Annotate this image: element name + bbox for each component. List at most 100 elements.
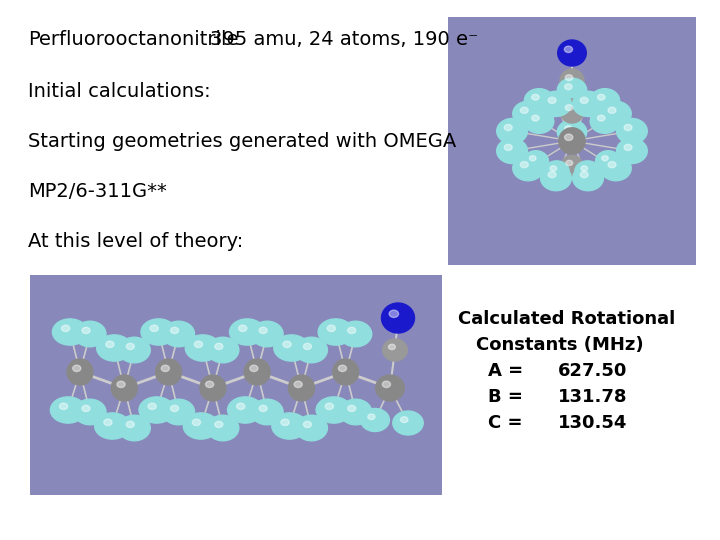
Ellipse shape [564,134,573,140]
Ellipse shape [400,417,408,423]
Ellipse shape [565,105,573,111]
Ellipse shape [141,319,176,345]
Ellipse shape [244,359,270,385]
Ellipse shape [559,128,585,154]
Ellipse shape [112,375,138,401]
Ellipse shape [150,325,158,332]
Ellipse shape [497,118,528,144]
Ellipse shape [558,40,586,66]
Text: Initial calculations:: Initial calculations: [28,82,211,101]
Ellipse shape [602,156,608,161]
Ellipse shape [580,97,588,104]
Ellipse shape [238,325,247,332]
Ellipse shape [95,413,130,439]
Ellipse shape [376,375,405,401]
Ellipse shape [560,69,584,93]
Ellipse shape [184,413,218,439]
Ellipse shape [171,406,179,411]
Ellipse shape [523,151,549,172]
Ellipse shape [303,343,312,349]
Ellipse shape [185,335,220,361]
Ellipse shape [557,120,587,144]
Ellipse shape [53,319,88,345]
Ellipse shape [382,381,390,388]
Ellipse shape [50,397,86,423]
Ellipse shape [96,335,132,361]
Ellipse shape [600,101,631,126]
Ellipse shape [163,399,194,425]
Ellipse shape [598,94,605,100]
Ellipse shape [215,343,223,349]
Ellipse shape [281,419,289,426]
Ellipse shape [274,335,309,361]
Ellipse shape [74,399,106,425]
Ellipse shape [368,414,375,420]
Ellipse shape [531,115,539,121]
Ellipse shape [575,161,600,182]
Ellipse shape [608,107,616,113]
Ellipse shape [550,166,557,171]
Ellipse shape [580,172,588,178]
Ellipse shape [60,403,68,409]
Ellipse shape [504,144,512,151]
Ellipse shape [318,319,354,345]
Ellipse shape [564,84,572,90]
Ellipse shape [272,413,307,439]
Ellipse shape [106,341,114,348]
Ellipse shape [327,325,336,332]
Ellipse shape [600,156,631,181]
Ellipse shape [524,89,554,112]
Ellipse shape [139,397,174,423]
Text: At this level of theory:: At this level of theory: [28,232,243,251]
Ellipse shape [382,339,408,361]
Ellipse shape [340,399,372,425]
Ellipse shape [513,156,544,181]
Ellipse shape [598,115,605,121]
Ellipse shape [228,397,263,423]
Ellipse shape [316,397,351,423]
Ellipse shape [531,94,539,100]
Text: C =: C = [488,414,523,432]
Ellipse shape [564,126,572,131]
Ellipse shape [565,75,573,80]
Ellipse shape [289,375,315,401]
Ellipse shape [73,365,81,372]
Ellipse shape [560,99,584,123]
Text: Calculated Rotational: Calculated Rotational [458,310,675,328]
Ellipse shape [348,327,356,334]
Ellipse shape [595,151,621,172]
Ellipse shape [156,359,181,385]
Ellipse shape [148,403,156,409]
Ellipse shape [572,91,603,117]
Ellipse shape [126,343,135,349]
Ellipse shape [161,365,169,372]
Ellipse shape [561,155,582,177]
Ellipse shape [259,406,267,411]
Ellipse shape [283,341,291,348]
Ellipse shape [497,138,528,164]
Text: Starting geometries generated with OMEGA: Starting geometries generated with OMEGA [28,132,456,151]
Ellipse shape [333,359,359,385]
Ellipse shape [325,403,333,409]
Ellipse shape [295,415,328,441]
Text: Perfluorooctanonitrile: Perfluorooctanonitrile [28,30,238,49]
Ellipse shape [389,310,399,318]
Text: B =: B = [488,388,523,406]
Text: A =: A = [488,362,523,380]
Ellipse shape [200,375,226,401]
Ellipse shape [590,110,620,133]
Ellipse shape [250,365,258,372]
Ellipse shape [572,166,603,191]
Ellipse shape [616,138,647,164]
Ellipse shape [230,319,265,345]
Ellipse shape [163,321,194,347]
Ellipse shape [194,341,202,348]
Ellipse shape [207,415,239,441]
Ellipse shape [608,161,616,168]
Ellipse shape [117,381,125,388]
Ellipse shape [544,161,569,182]
Text: 131.78: 131.78 [558,388,628,406]
Ellipse shape [581,166,588,171]
Ellipse shape [524,110,554,133]
Ellipse shape [251,399,283,425]
